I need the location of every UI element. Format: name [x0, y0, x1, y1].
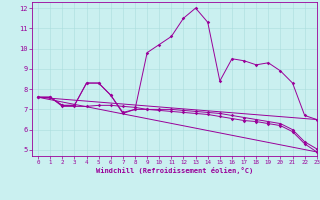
- X-axis label: Windchill (Refroidissement éolien,°C): Windchill (Refroidissement éolien,°C): [96, 167, 253, 174]
